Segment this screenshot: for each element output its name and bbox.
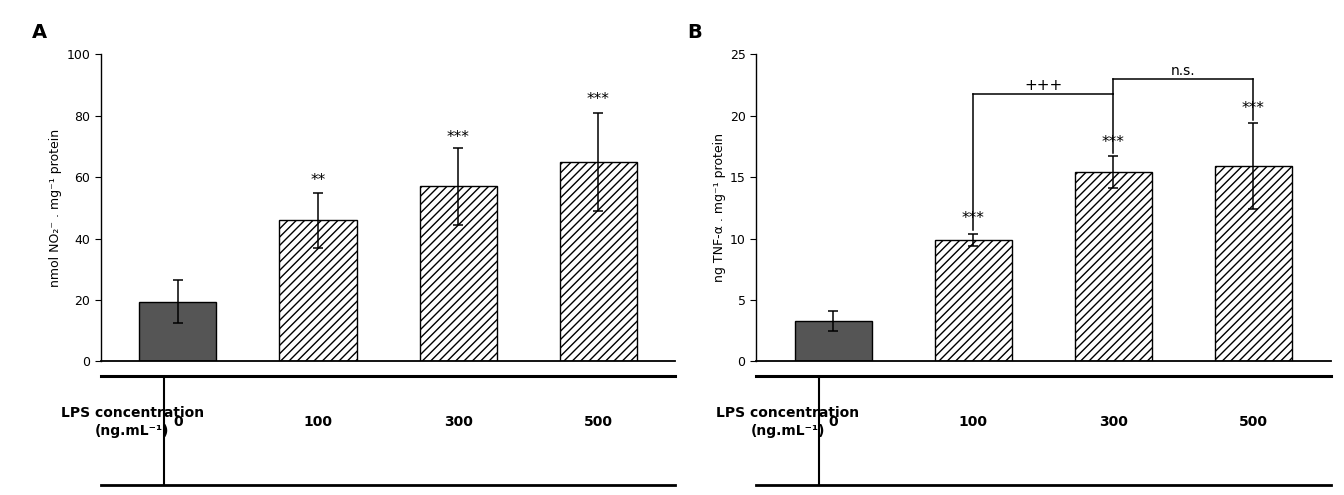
Bar — [794, 321, 872, 361]
Text: n.s.: n.s. — [1171, 64, 1196, 78]
Text: 500: 500 — [583, 415, 613, 429]
Y-axis label: ng TNF-α . mg⁻¹ protein: ng TNF-α . mg⁻¹ protein — [712, 133, 726, 283]
Bar — [1215, 166, 1292, 361]
Bar — [280, 220, 356, 361]
Text: 0: 0 — [828, 415, 837, 429]
Text: ***: *** — [962, 211, 985, 226]
Text: 300: 300 — [1099, 415, 1128, 429]
Text: 100: 100 — [958, 415, 988, 429]
Text: 100: 100 — [304, 415, 332, 429]
Bar — [140, 301, 216, 361]
Text: A: A — [32, 23, 47, 42]
Bar — [1075, 172, 1152, 361]
Text: 300: 300 — [444, 415, 473, 429]
Text: ***: *** — [587, 92, 610, 106]
Text: ***: *** — [1242, 101, 1265, 116]
Bar — [934, 240, 1012, 361]
Y-axis label: nmol NO₂⁻ . mg⁻¹ protein: nmol NO₂⁻ . mg⁻¹ protein — [50, 129, 62, 287]
Text: LPS concentration
(ng.mL⁻¹): LPS concentration (ng.mL⁻¹) — [716, 406, 859, 438]
Text: 500: 500 — [1239, 415, 1267, 429]
Text: +++: +++ — [1024, 78, 1062, 93]
Text: ***: *** — [446, 130, 469, 145]
Text: B: B — [687, 23, 702, 42]
Text: LPS concentration
(ng.mL⁻¹): LPS concentration (ng.mL⁻¹) — [60, 406, 204, 438]
Bar — [419, 187, 497, 361]
Bar — [559, 162, 637, 361]
Text: **: ** — [310, 173, 325, 188]
Text: ***: *** — [1102, 135, 1125, 150]
Text: 0: 0 — [173, 415, 183, 429]
